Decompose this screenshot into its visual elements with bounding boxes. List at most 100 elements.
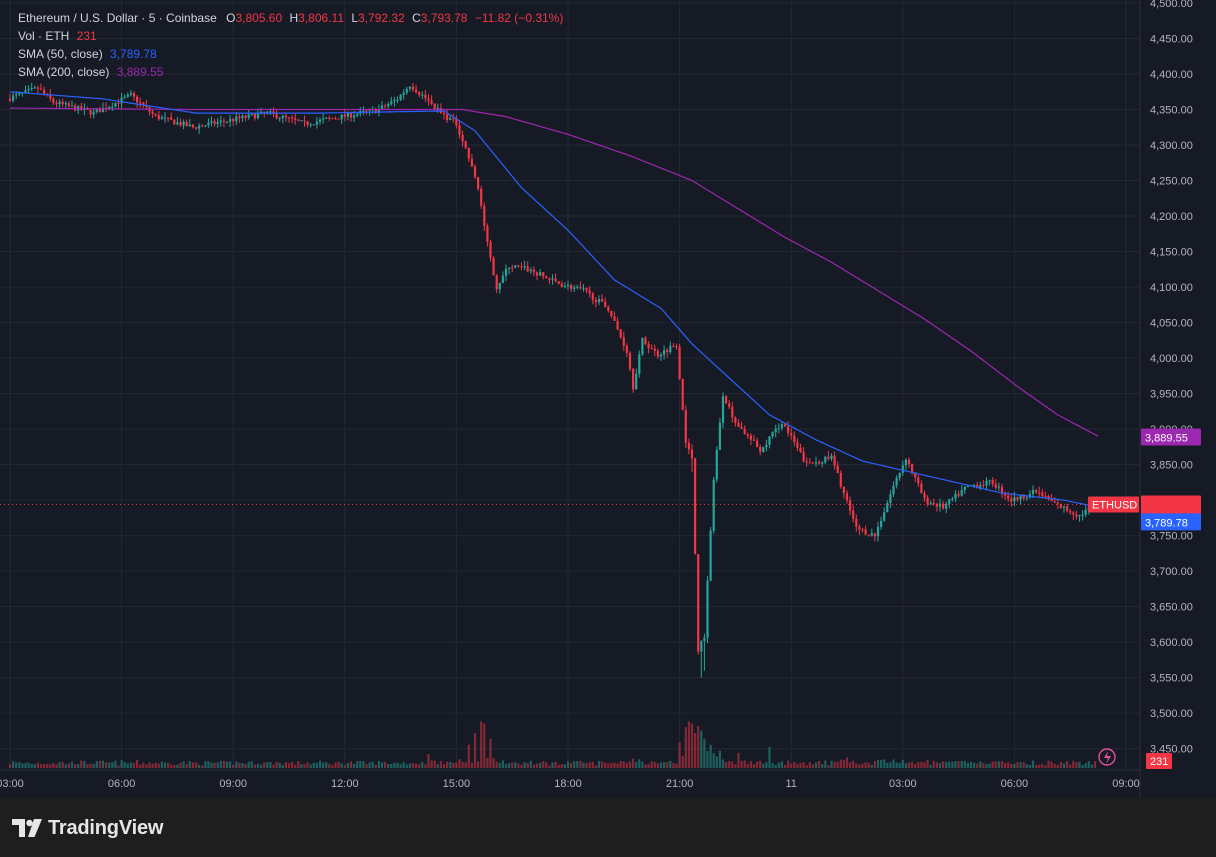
candle-body[interactable] — [994, 484, 997, 488]
candle-body[interactable] — [117, 102, 120, 104]
candle-body[interactable] — [1019, 494, 1022, 500]
candle-body[interactable] — [129, 93, 132, 95]
candlestick-chart[interactable]: 3,450.00 3,500.00 3,550.00 3,600.00 3,650.00… — [0, 0, 1216, 798]
candle-body[interactable] — [898, 472, 901, 478]
candle-body[interactable] — [966, 484, 969, 487]
candle-body[interactable] — [58, 101, 61, 105]
candle-body[interactable] — [659, 354, 663, 357]
candle-body[interactable] — [498, 283, 501, 290]
candle-body[interactable] — [421, 94, 424, 96]
candle-body[interactable] — [759, 446, 762, 452]
candle-body[interactable] — [340, 114, 343, 120]
candle-body[interactable] — [377, 109, 380, 113]
candle-body[interactable] — [64, 103, 67, 105]
candle-body[interactable] — [855, 518, 858, 527]
candle-body[interactable] — [464, 141, 467, 148]
candle-body[interactable] — [303, 120, 306, 122]
candle-body[interactable] — [706, 580, 709, 638]
candle-body[interactable] — [793, 435, 796, 443]
candle-body[interactable] — [740, 426, 743, 429]
candle-body[interactable] — [818, 462, 821, 464]
candle-body[interactable] — [960, 490, 963, 496]
candle-body[interactable] — [886, 502, 889, 513]
candle-body[interactable] — [188, 124, 191, 127]
candle-body[interactable] — [95, 109, 98, 112]
candle-body[interactable] — [752, 439, 756, 441]
candle-body[interactable] — [557, 281, 560, 284]
candle-body[interactable] — [604, 301, 607, 307]
candle-body[interactable] — [191, 124, 194, 128]
candle-body[interactable] — [731, 406, 734, 418]
candle-body[interactable] — [439, 107, 442, 113]
candle-body[interactable] — [101, 107, 105, 113]
candle-body[interactable] — [256, 113, 260, 119]
candle-body[interactable] — [284, 115, 287, 118]
candle-body[interactable] — [907, 459, 911, 465]
candle-body[interactable] — [452, 118, 455, 120]
candle-body[interactable] — [1078, 515, 1081, 517]
candle-body[interactable] — [458, 125, 461, 135]
candle-body[interactable] — [306, 121, 309, 125]
candle-body[interactable] — [616, 320, 619, 330]
candle-body[interactable] — [573, 287, 576, 289]
candle-body[interactable] — [43, 89, 46, 94]
candle-body[interactable] — [24, 90, 27, 93]
candle-body[interactable] — [461, 134, 464, 142]
candle-body[interactable] — [821, 462, 824, 464]
candle-body[interactable] — [1016, 497, 1019, 500]
candle-body[interactable] — [904, 459, 907, 466]
candle-body[interactable] — [988, 480, 991, 482]
candle-body[interactable] — [532, 269, 535, 273]
candle-body[interactable] — [867, 534, 870, 536]
candle-body[interactable] — [799, 447, 802, 452]
candle-body[interactable] — [446, 114, 449, 121]
candle-body[interactable] — [139, 102, 142, 104]
candle-body[interactable] — [198, 125, 201, 129]
candle-body[interactable] — [89, 109, 92, 115]
candle-body[interactable] — [585, 288, 588, 291]
candle-body[interactable] — [1044, 495, 1047, 497]
candle-body[interactable] — [625, 345, 628, 353]
candle-body[interactable] — [204, 125, 207, 127]
candle-body[interactable] — [542, 272, 545, 277]
candle-body[interactable] — [399, 94, 402, 100]
candle-body[interactable] — [1010, 498, 1013, 502]
candle-body[interactable] — [145, 105, 148, 108]
candle-body[interactable] — [1038, 492, 1041, 494]
candle-body[interactable] — [167, 117, 170, 119]
candle-body[interactable] — [858, 526, 861, 530]
candle-body[interactable] — [728, 403, 731, 407]
candle-body[interactable] — [842, 486, 845, 494]
candle-body[interactable] — [346, 112, 349, 117]
candle-body[interactable] — [142, 102, 145, 106]
candle-body[interactable] — [374, 108, 377, 113]
candle-body[interactable] — [619, 329, 622, 338]
candle-body[interactable] — [12, 95, 15, 101]
candle-body[interactable] — [697, 554, 700, 652]
candle-body[interactable] — [889, 494, 892, 503]
candle-body[interactable] — [501, 275, 504, 284]
candle-body[interactable] — [8, 98, 12, 101]
candle-body[interactable] — [511, 267, 514, 269]
candle-body[interactable] — [247, 114, 250, 118]
legend-volume-row[interactable]: Vol · ETH 231 — [18, 27, 563, 45]
candle-body[interactable] — [880, 520, 883, 528]
candle-body[interactable] — [796, 442, 799, 448]
candle-body[interactable] — [929, 502, 932, 504]
candle-body[interactable] — [935, 504, 938, 507]
candle-body[interactable] — [1053, 501, 1056, 503]
candle-body[interactable] — [126, 94, 129, 97]
candle-body[interactable] — [725, 396, 728, 404]
candle-body[interactable] — [743, 428, 746, 435]
candle-body[interactable] — [771, 432, 774, 437]
candle-body[interactable] — [554, 278, 557, 282]
candle-body[interactable] — [467, 147, 470, 159]
candle-body[interactable] — [1004, 493, 1007, 496]
candle-body[interactable] — [232, 118, 235, 122]
candle-body[interactable] — [613, 316, 616, 321]
candle-body[interactable] — [179, 122, 182, 126]
candle-body[interactable] — [219, 120, 222, 123]
candle-body[interactable] — [27, 89, 30, 91]
candle-body[interactable] — [718, 422, 721, 450]
candle-body[interactable] — [635, 373, 638, 390]
